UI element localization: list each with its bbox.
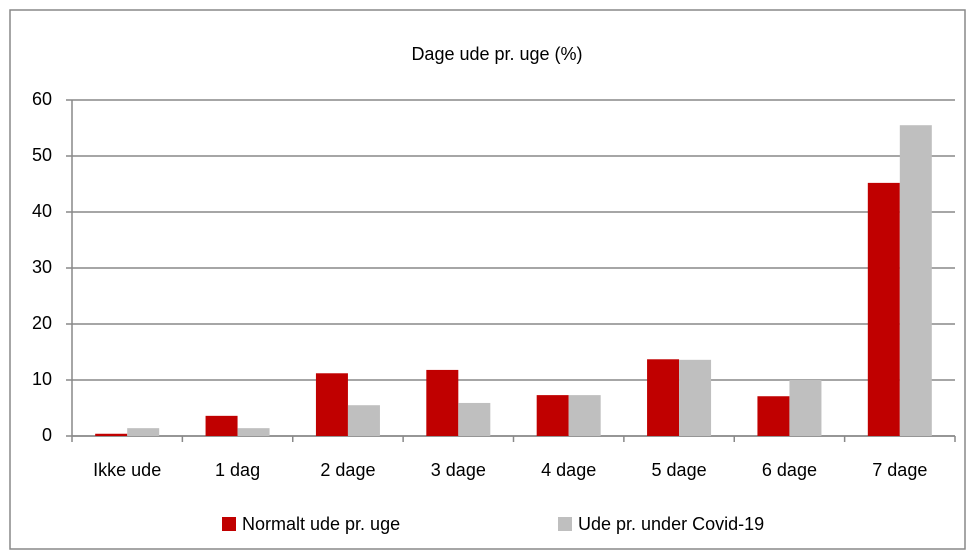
y-tick-label: 10 [32, 369, 52, 389]
x-tick-label: Ikke ude [93, 460, 161, 480]
y-tick-label: 50 [32, 145, 52, 165]
x-tick-label: 1 dag [215, 460, 260, 480]
x-tick-label: 6 dage [762, 460, 817, 480]
y-tick-label: 40 [32, 201, 52, 221]
bar [899, 125, 932, 436]
bar [347, 405, 380, 436]
bar [458, 402, 491, 436]
legend-label: Ude pr. under Covid-19 [578, 514, 764, 534]
y-tick-label: 0 [42, 425, 52, 445]
bar [536, 395, 569, 436]
y-tick-label: 60 [32, 89, 52, 109]
chart-title: Dage ude pr. uge (%) [411, 44, 582, 64]
bar [426, 369, 459, 436]
legend-swatch [222, 517, 236, 531]
x-tick-label: 7 dage [872, 460, 927, 480]
bar [867, 182, 900, 436]
bar [647, 359, 680, 436]
legend-label: Normalt ude pr. uge [242, 514, 400, 534]
bar [95, 433, 128, 436]
bar [789, 380, 822, 436]
x-tick-label: 4 dage [541, 460, 596, 480]
bar [757, 396, 790, 436]
y-tick-label: 30 [32, 257, 52, 277]
bar [205, 415, 238, 436]
x-tick-label: 3 dage [431, 460, 486, 480]
bar [679, 359, 712, 436]
bar [237, 428, 270, 436]
bar [127, 428, 160, 436]
legend-swatch [558, 517, 572, 531]
y-tick-label: 20 [32, 313, 52, 333]
bar [568, 395, 601, 436]
x-tick-label: 2 dage [320, 460, 375, 480]
x-tick-label: 5 dage [652, 460, 707, 480]
bar [315, 373, 348, 436]
